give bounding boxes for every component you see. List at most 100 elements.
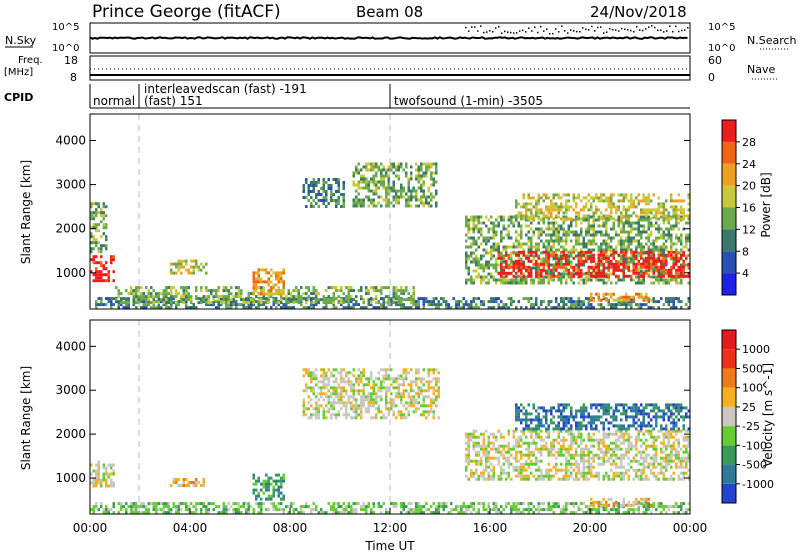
velocity-cell xyxy=(430,401,433,405)
velocity-cell xyxy=(507,429,510,433)
velocity-cell xyxy=(262,485,265,489)
velocity-cell xyxy=(222,508,225,512)
velocity-cell xyxy=(512,508,515,512)
power-cell xyxy=(142,292,145,296)
power-cell xyxy=(580,208,583,212)
power-cell xyxy=(672,211,675,215)
power-cell xyxy=(680,256,683,260)
power-cell xyxy=(577,217,580,221)
power-cell xyxy=(470,260,473,264)
nsearch-point xyxy=(468,30,470,32)
power-cell xyxy=(510,257,513,261)
power-cell xyxy=(562,221,565,225)
power-cell xyxy=(657,208,660,212)
velocity-cell xyxy=(355,410,358,414)
power-cell xyxy=(327,301,330,305)
power-cell xyxy=(555,227,558,231)
velocity-cell xyxy=(320,404,323,408)
power-cell xyxy=(637,193,640,197)
power-cell xyxy=(547,224,550,228)
power-cell xyxy=(677,300,680,304)
velocity-cell xyxy=(262,502,265,506)
velocity-cell xyxy=(597,508,600,512)
power-cell xyxy=(212,298,215,302)
power-cell xyxy=(212,295,215,299)
velocity-cell xyxy=(430,398,433,402)
power-cell xyxy=(630,248,633,252)
power-cell xyxy=(592,256,595,260)
velocity-cell xyxy=(157,508,160,512)
power-cell xyxy=(335,190,338,193)
power-cell xyxy=(185,298,188,302)
velocity-cell xyxy=(682,502,685,506)
power-cell xyxy=(640,278,643,282)
power-cell xyxy=(657,248,660,252)
power-cell xyxy=(652,300,655,304)
power-cell xyxy=(530,266,533,270)
velocity-cell xyxy=(132,505,135,509)
power-cell xyxy=(475,263,478,267)
power-cell xyxy=(242,303,245,307)
power-cell xyxy=(592,236,595,240)
power-cell xyxy=(347,301,350,305)
velocity-cell xyxy=(102,466,105,470)
power-cell xyxy=(330,187,333,190)
velocity-cell xyxy=(517,459,520,463)
velocity-cell xyxy=(337,505,340,509)
power-cell xyxy=(190,271,193,275)
power-cell xyxy=(477,257,480,261)
velocity-cell xyxy=(490,477,493,481)
velocity-cell xyxy=(392,404,395,408)
power-cell xyxy=(312,199,315,202)
velocity-cell xyxy=(510,508,513,512)
velocity-cell xyxy=(322,407,325,411)
power-cell xyxy=(305,286,308,290)
power-cell xyxy=(682,211,685,215)
velocity-cell xyxy=(377,505,380,509)
velocity-cell xyxy=(335,508,338,512)
power-cell xyxy=(362,198,365,202)
power-cell xyxy=(407,198,410,202)
power-cell xyxy=(500,251,503,255)
power-cell xyxy=(542,199,545,203)
power-cell xyxy=(610,262,613,266)
power-cell xyxy=(575,202,578,206)
power-cell xyxy=(632,271,635,275)
velocity-cell xyxy=(370,508,373,512)
velocity-cell xyxy=(475,453,478,457)
power-cell xyxy=(100,273,103,277)
power-cell xyxy=(532,281,535,285)
velocity-cell xyxy=(510,447,513,451)
power-cell xyxy=(607,274,610,278)
velocity-cell xyxy=(140,511,143,515)
power-cell xyxy=(675,236,678,240)
power-cell xyxy=(577,274,580,278)
power-cell xyxy=(537,245,540,249)
power-cell xyxy=(620,230,623,234)
power-cell xyxy=(592,248,595,252)
power-cell xyxy=(352,180,355,184)
power-cell xyxy=(595,233,598,237)
power-cell xyxy=(357,171,360,175)
power-cell xyxy=(307,193,310,196)
power-cell xyxy=(540,281,543,285)
velocity-cell xyxy=(600,505,603,509)
power-cell xyxy=(387,183,390,187)
velocity-cell xyxy=(650,511,653,515)
velocity-cell xyxy=(375,401,378,405)
power-cell xyxy=(240,292,243,296)
velocity-cell xyxy=(392,502,395,506)
velocity-cell xyxy=(675,502,678,506)
power-cell xyxy=(640,233,643,237)
velocity-cell xyxy=(417,511,420,515)
velocity-cell xyxy=(527,462,530,466)
power-cell xyxy=(465,251,468,255)
velocity-cell xyxy=(252,511,255,515)
power-cell xyxy=(260,301,263,305)
power-cell xyxy=(187,271,190,275)
power-cell xyxy=(660,245,663,249)
velocity-cell xyxy=(422,398,425,402)
power-cell xyxy=(682,217,685,221)
power-cell xyxy=(170,268,173,272)
power-cell xyxy=(647,227,650,231)
